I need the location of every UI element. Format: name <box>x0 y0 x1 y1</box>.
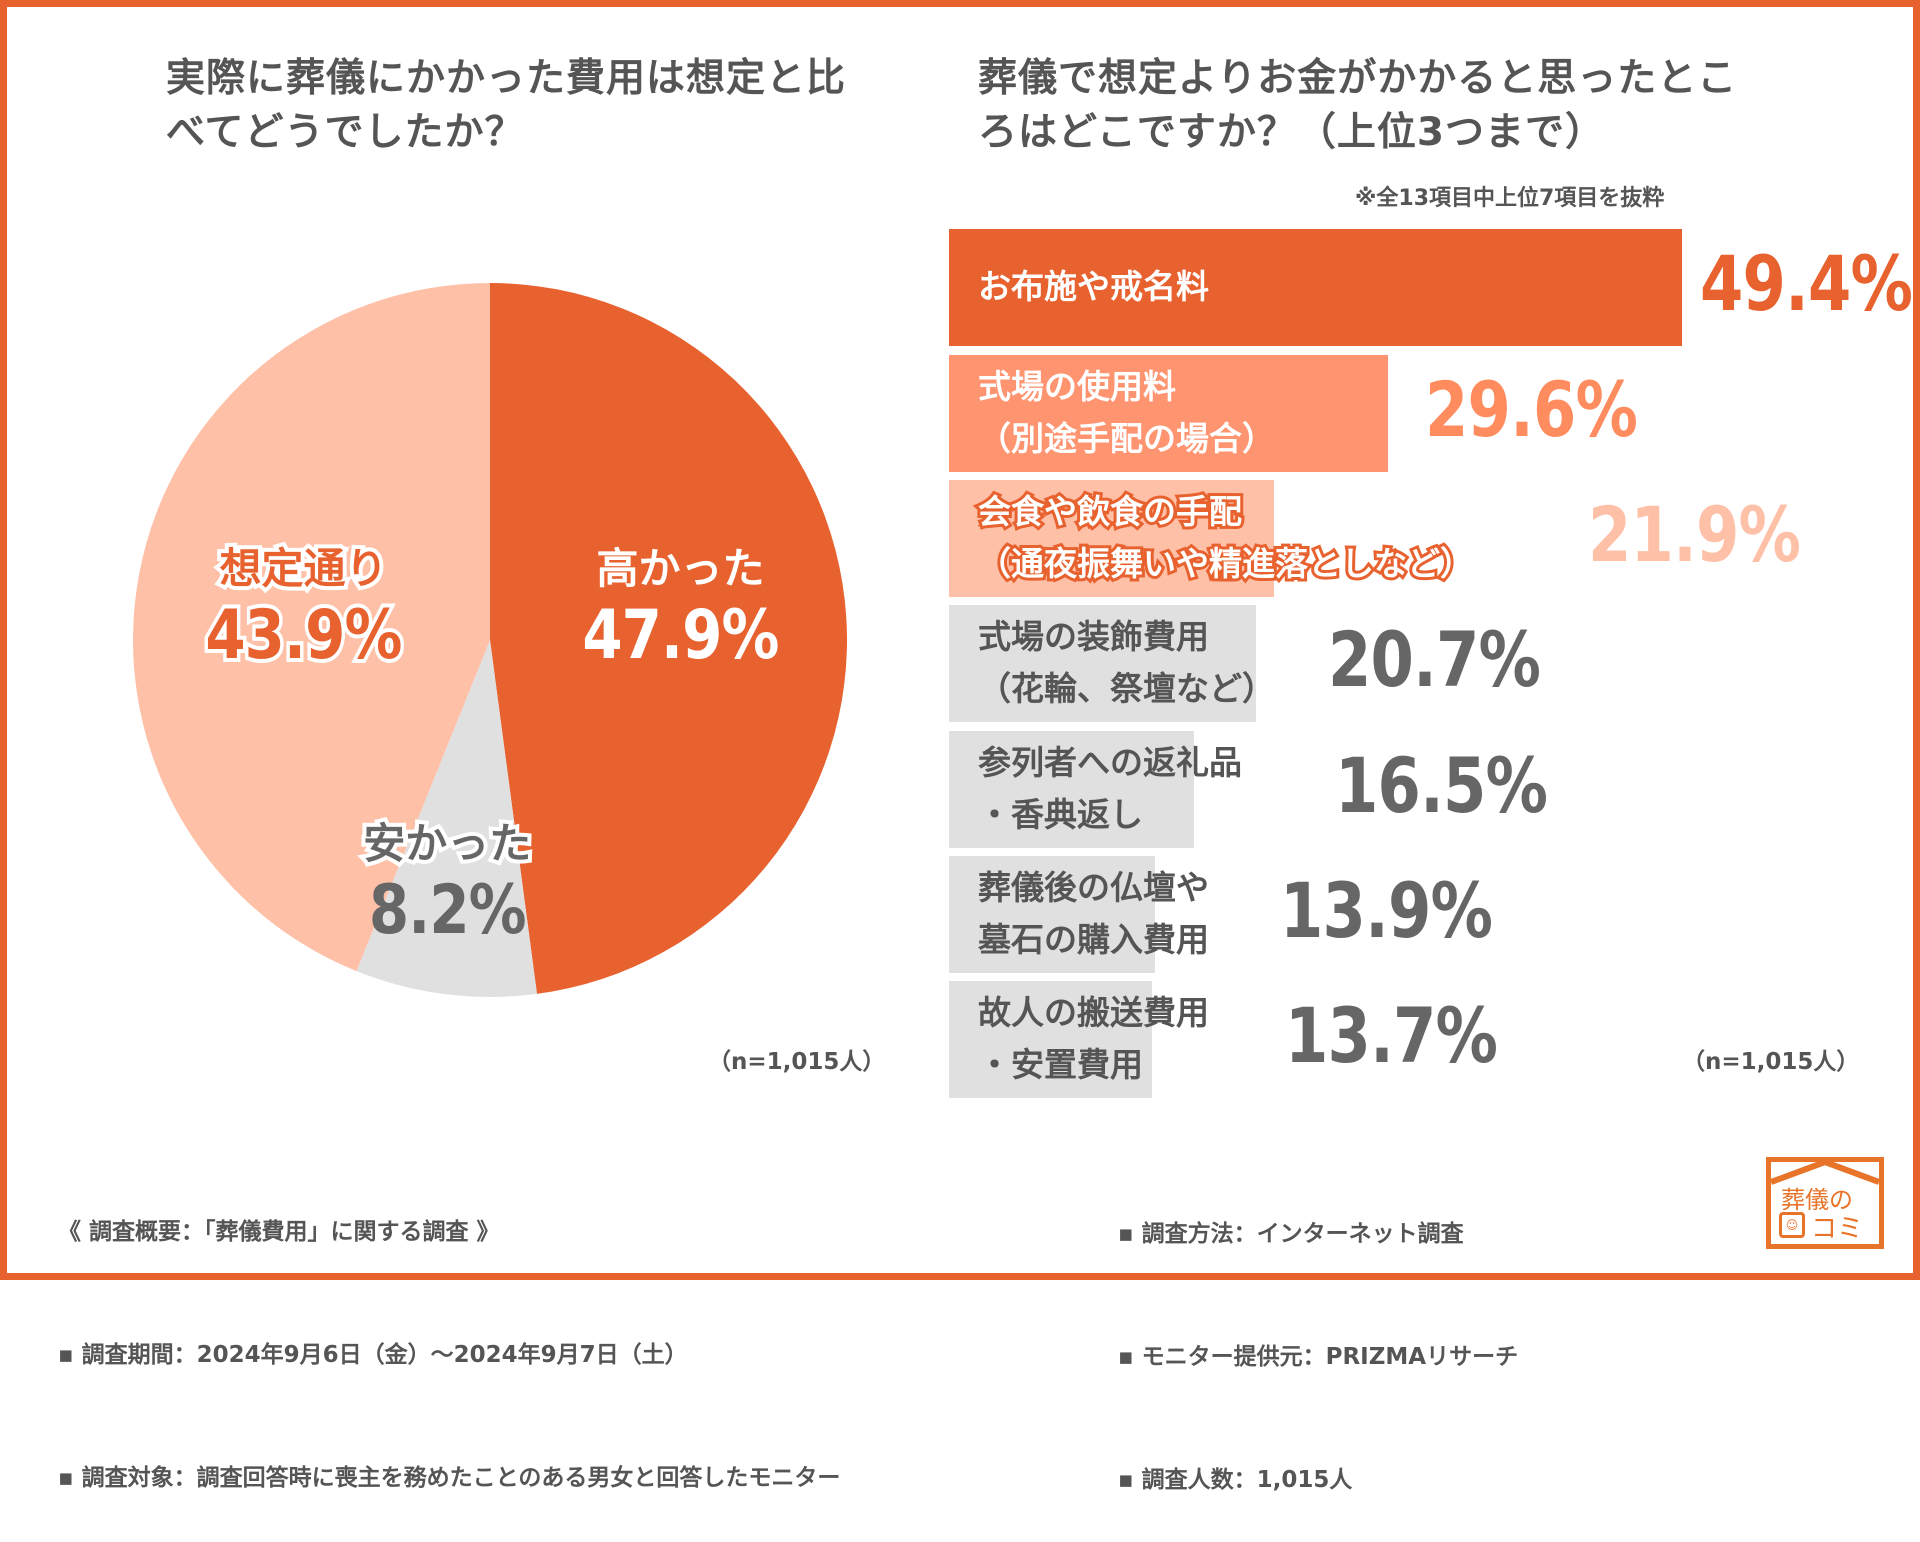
frame-border <box>0 0 1920 1280</box>
bar-value-label: 16.5% <box>1335 741 1548 830</box>
bar-category-label: 式場の使用料 （別途手配の場合） <box>978 367 1275 458</box>
bar-6 <box>949 981 1153 1098</box>
bar-category-label: 故人の搬送費用 ・安置費用 <box>978 993 1209 1084</box>
pie-label-value: 47.9% <box>582 596 779 675</box>
bar-4 <box>949 731 1194 848</box>
pie-label-value: 8.2% <box>368 871 527 950</box>
bar-0 <box>949 229 1682 346</box>
footer-line: ▪ モニター提供元：PRIZMAリサーチ <box>1118 1344 1519 1370</box>
pie-title: 実際に葬儀にかかった費用は想定と比べてどうでしたか？ <box>166 56 847 155</box>
bar-5 <box>949 856 1156 973</box>
bar-value-label: 20.7% <box>1328 615 1541 704</box>
footer-line: 《 調査概要：「葬儀費用」に関する調査 》 <box>58 1219 500 1245</box>
pie-label-name: 高かった <box>596 544 765 593</box>
survey-summary-right: ▪ 調査方法：インターネット調査 ▪ モニター提供元：PRIZMAリサーチ ▪ … <box>1118 1132 1518 1542</box>
bar-category-label: 参列者への返礼品 ・香典返し <box>978 743 1242 834</box>
survey-summary-left: 《 調査概要：「葬儀費用」に関する調査 》 ▪ 調査期間：2024年9月6日（金… <box>58 1130 840 1540</box>
pie-label-high: 高かった 47.9% <box>565 535 796 675</box>
bar-sample-note: （n=1,015人） <box>1682 1049 1860 1075</box>
bar-value-label: 13.9% <box>1280 866 1493 955</box>
bar-value-label: 21.9% <box>1588 490 1801 579</box>
bar-value-label: 29.6% <box>1425 365 1638 454</box>
footer-line: ▪ 調査方法：インターネット調査 <box>1118 1221 1464 1247</box>
footer-line: ▪ 調査期間：2024年9月6日（金）〜2024年9月7日（土） <box>58 1342 688 1368</box>
bar-2 <box>949 480 1274 597</box>
pie-label-value: 43.9% <box>202 592 406 679</box>
footer-line: ▪ 調査対象：調査回答時に喪主を務めたことのある男女と回答したモニター <box>58 1465 841 1491</box>
bar-3 <box>949 605 1256 722</box>
pie-label-name: 安かった <box>359 815 535 872</box>
pie-label-low: 安かった 8.2% <box>355 810 540 950</box>
bar-title: 葬儀で想定よりお金がかかると思ったところはどこですか？（上位3つまで） <box>978 56 1738 155</box>
sougi-no-kuchikomi-logo: 葬儀の ☺ コミ <box>1766 1157 1884 1249</box>
pie-slice-2 <box>133 283 490 972</box>
pie-slice-0 <box>490 283 848 994</box>
pie-sample-note: （n=1,015人） <box>708 1049 886 1075</box>
pie-chart <box>133 283 848 997</box>
smile-icon: ☺ <box>1779 1212 1805 1238</box>
bar-value-label: 49.4% <box>1700 239 1913 328</box>
pie-label-expected: 想定通り 43.9% <box>188 535 419 679</box>
bar-value-label: 13.7% <box>1285 991 1498 1080</box>
logo-line2: コミ <box>1811 1214 1864 1244</box>
bar-1 <box>949 355 1388 472</box>
bar-category-label: 会食や飲食の手配 （通夜振舞いや精進落としなど） <box>975 489 1476 586</box>
bar-category-label: 式場の装飾費用 （花輪、祭壇など） <box>978 617 1275 708</box>
roof-icon <box>1771 1160 1879 1185</box>
pie-slice-1 <box>356 640 537 997</box>
logo-line1: 葬儀の <box>1781 1186 1853 1214</box>
pie-label-name: 想定通り <box>215 540 391 597</box>
footer-line: ▪ 調査人数：1,015人 <box>1118 1467 1353 1493</box>
bar-category-label: お布施や戒名料 <box>978 267 1209 306</box>
bar-subtitle: ※全13項目中上位7項目を抜粋 <box>1355 186 1665 211</box>
bar-category-label: 葬儀後の仏壇や 墓石の購入費用 <box>978 868 1209 959</box>
